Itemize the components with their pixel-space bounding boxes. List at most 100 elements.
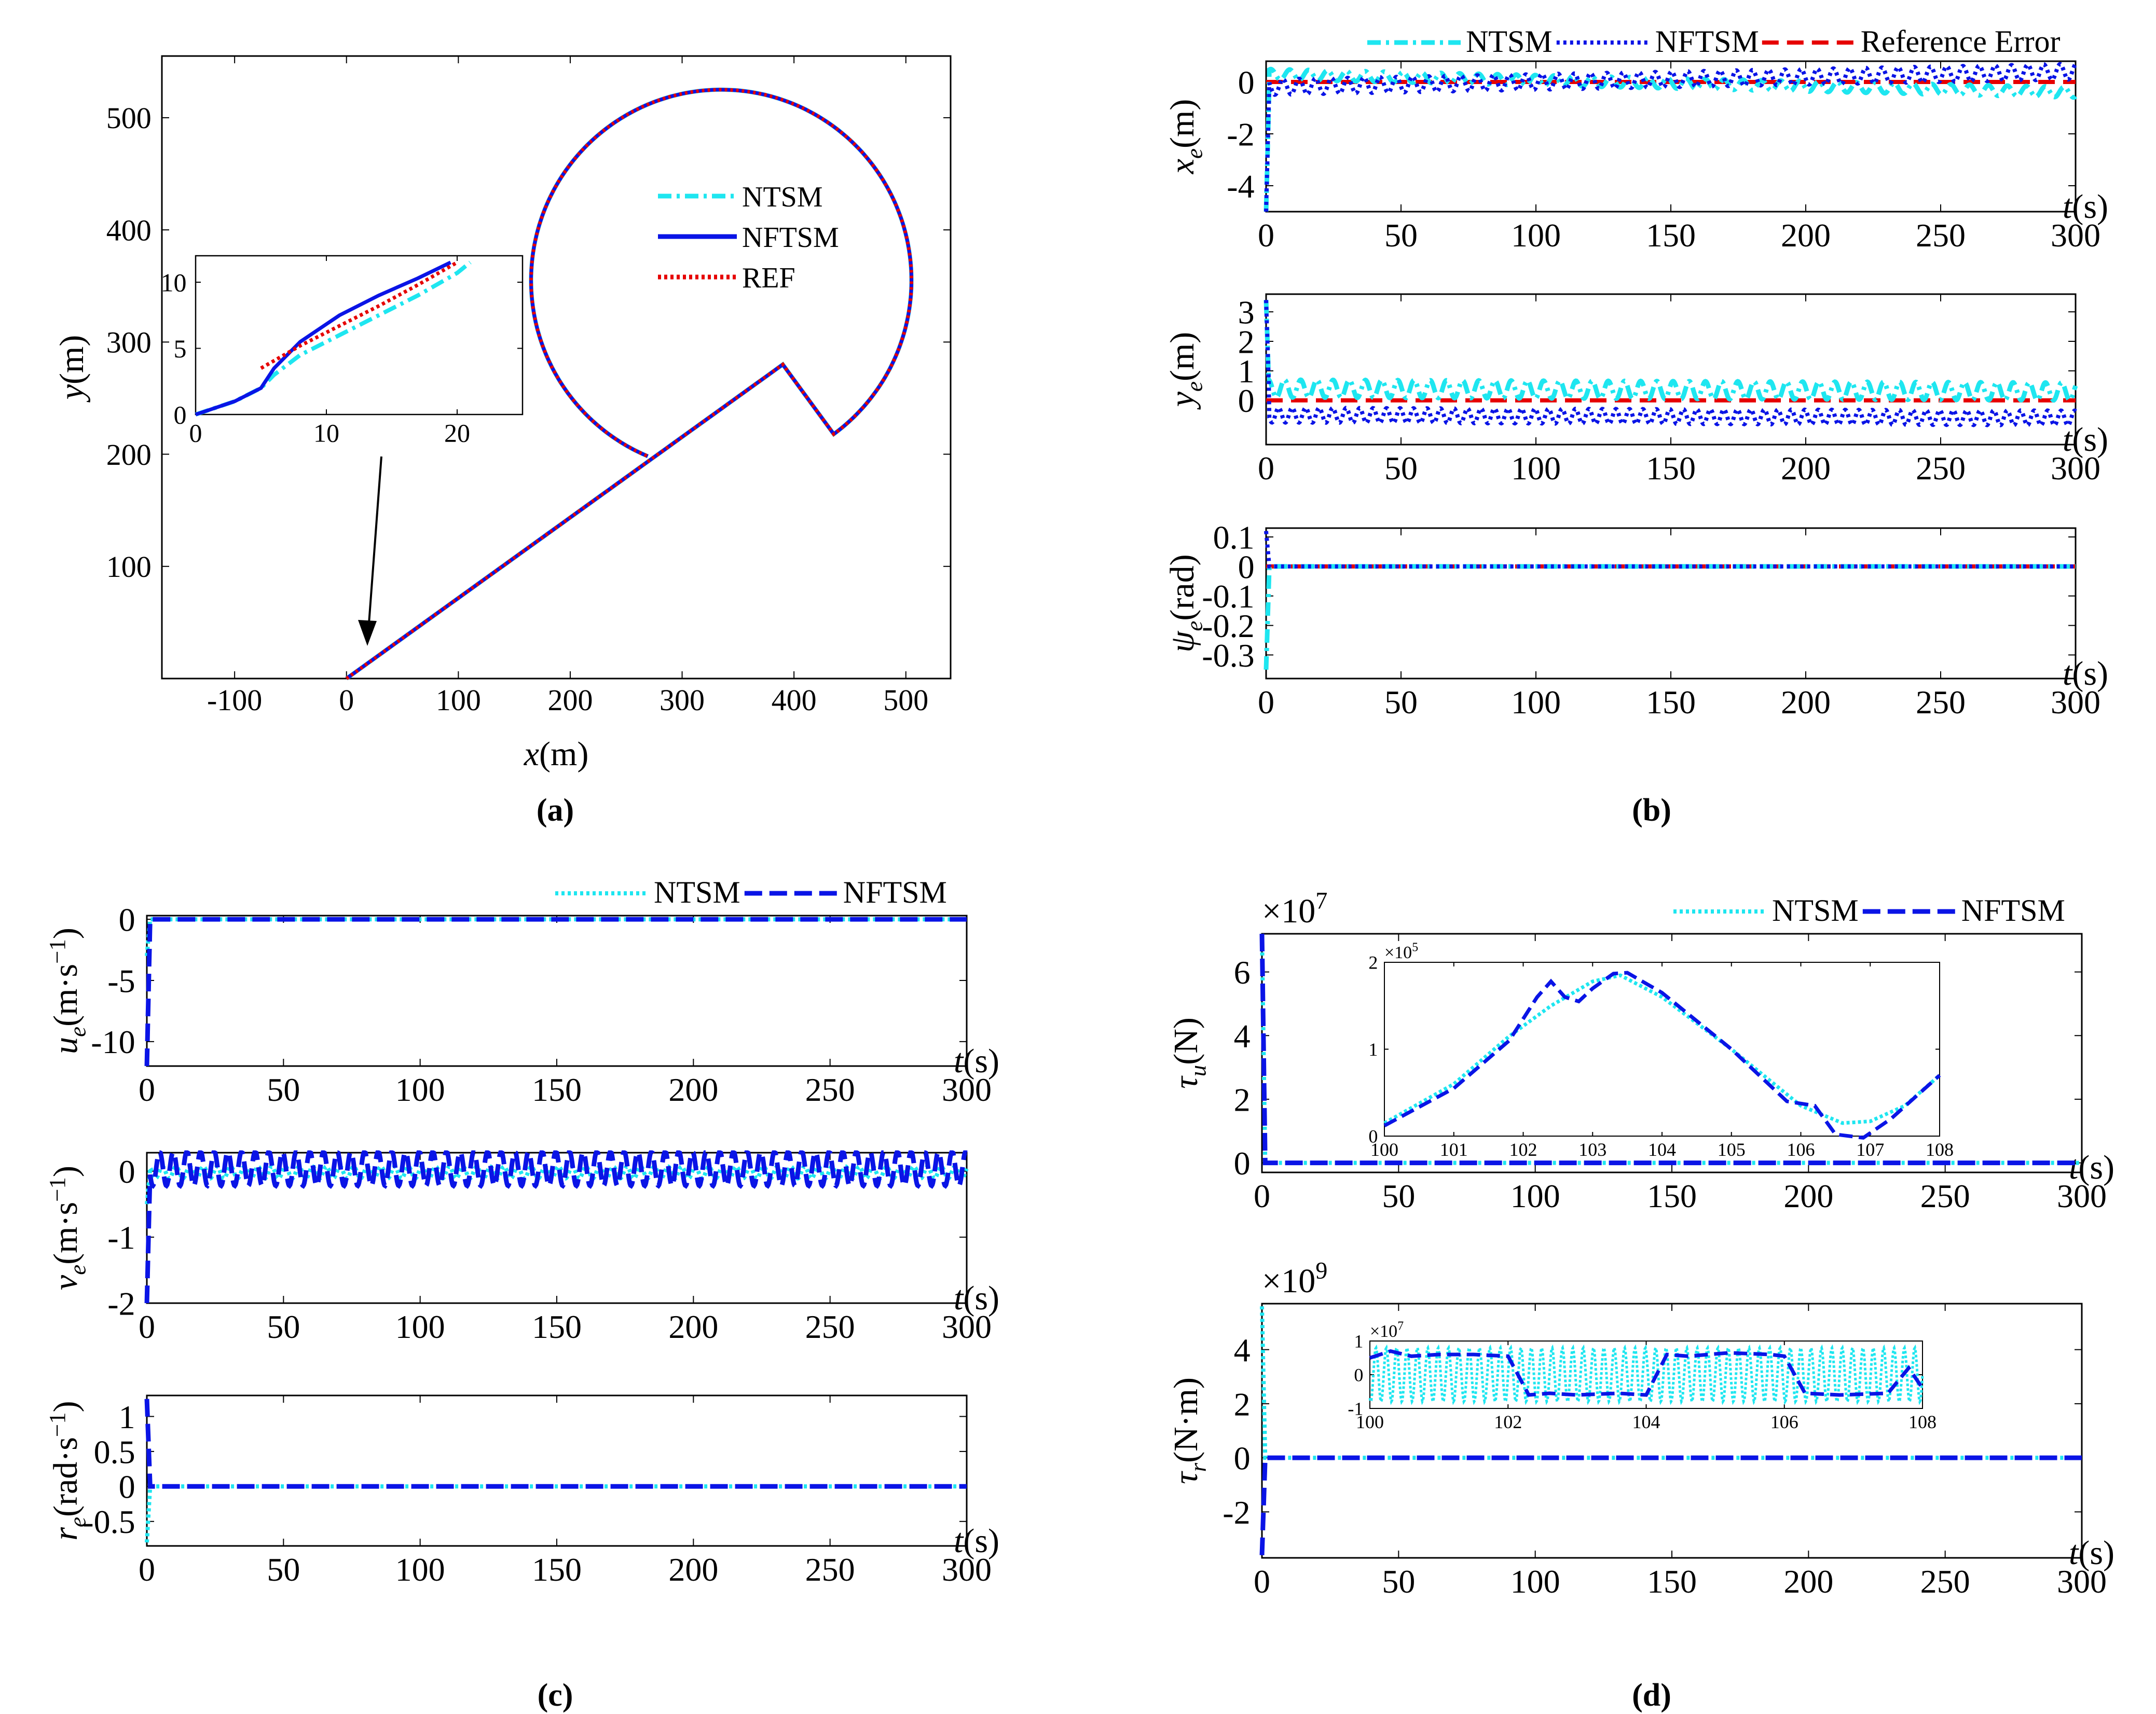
plot-frame	[146, 915, 968, 1067]
x-axis-label: t(s)	[954, 1279, 999, 1317]
y-tick-label: 0	[1238, 64, 1255, 101]
y-tick-label: 4	[1234, 1332, 1251, 1369]
x-tick-label: 250	[805, 1071, 855, 1108]
inset-line-ref	[260, 260, 458, 370]
y-tick-label: 1	[1368, 1039, 1378, 1060]
subplot-panel-c-2: 0 50 100 150 200 250 300-0.500.51re(rad·s−1)t(…	[44, 1394, 999, 1588]
series-ntsm	[145, 1160, 969, 1205]
plot-frame	[146, 1394, 968, 1547]
x-tick-label: 150	[1646, 450, 1696, 487]
x-axis-label: t(s)	[954, 1042, 999, 1080]
annotation-arrow	[367, 456, 382, 631]
y-tick-label: 0	[119, 901, 135, 938]
x-tick-label: 100	[1510, 1178, 1560, 1214]
y-tick-label: 1	[119, 1399, 135, 1435]
legend-label-ntsm: NTSM	[654, 875, 740, 909]
x-tick-label: 0	[189, 419, 202, 448]
y-tick-label: 300	[106, 326, 152, 360]
x-tick-label: 300	[942, 1071, 992, 1108]
x-tick-label: 500	[883, 683, 928, 717]
inset-panel-d-1: 100 102 104 106 108 -1 0 1 ×107	[1348, 1319, 1937, 1432]
y-tick-label: 3	[1238, 294, 1255, 331]
y-tick-label: 100	[106, 550, 152, 584]
x-tick-label: 150	[532, 1308, 582, 1345]
legend-label-nftsm: NFTSM	[1961, 893, 2065, 928]
panel-a-trajectory: -100 0 100 200 300 400 500100200300400500x(m)y…	[53, 55, 952, 773]
legend-panel-b: NTSM NFTSM Reference Error	[1367, 24, 2061, 59]
inset-series-ntsm	[1368, 1344, 1924, 1405]
subplot-panel-b-0: 0 50 100 150 200 250 300 -4 -2 0 xe(m) t(s)	[1163, 60, 2108, 254]
x-tick-label: 50	[1384, 450, 1418, 487]
x-tick-label: 150	[532, 1551, 582, 1588]
y-axis-label: re(rad·s−1)	[44, 1401, 91, 1540]
y-tick-label: 2	[1238, 323, 1255, 360]
plot-frame	[1265, 60, 2077, 213]
inset-a: 0 10 20 0 5 10	[161, 255, 524, 448]
y-axis-label: ve(m·s−1)	[44, 1166, 91, 1290]
caption-a: (a)	[537, 793, 574, 828]
x-tick-label: 107	[1856, 1139, 1884, 1160]
x-tick-label: 100	[1356, 1412, 1384, 1432]
x-tick-label: 250	[1916, 684, 1966, 721]
x-tick-label: 100	[395, 1308, 445, 1345]
x-tick-label: 400	[772, 683, 817, 717]
legend-label-ref: Reference Error	[1861, 24, 2061, 59]
series-ntsm	[1264, 66, 2078, 212]
x-tick-label: 103	[1578, 1139, 1606, 1160]
x-tick-label: 10	[313, 419, 339, 448]
x-tick-label: 0	[139, 1308, 155, 1345]
legend-panel-c: NTSM NFTSM	[555, 875, 947, 909]
x-tick-label: 200	[668, 1071, 718, 1108]
y-tick-label: -0.2	[1202, 607, 1254, 644]
x-axis-label: x(m)	[524, 735, 589, 773]
y-tick-label: -0.5	[83, 1503, 135, 1540]
x-tick-label: 200	[1783, 1178, 1833, 1214]
y-tick-label: 10	[161, 268, 187, 297]
subplot-panel-b-2: 0 50 100 150 200 250 300-0.3-0.2-0.100.1ψe(rad…	[1163, 519, 2108, 721]
x-axis-label: t(s)	[2063, 188, 2108, 226]
legend-a: NTSM NFTSM REF	[658, 181, 839, 294]
x-tick-label: 200	[547, 683, 593, 717]
legend-label-ntsm: NTSM	[1466, 24, 1553, 59]
x-axis-label: t(s)	[2063, 655, 2108, 693]
y-tick-label: 0	[119, 1469, 135, 1505]
y-axis-label: τu(N)	[1167, 1017, 1211, 1089]
y-tick-label: 1	[1354, 1331, 1363, 1352]
series-ntsm	[1264, 300, 2078, 403]
x-tick-label: -100	[207, 683, 262, 717]
x-tick-label: 200	[1781, 217, 1831, 254]
x-tick-label: 150	[1646, 217, 1696, 254]
y-tick-label: 0	[119, 1153, 135, 1190]
plot-frame	[195, 255, 524, 416]
x-tick-label: 100	[395, 1071, 445, 1108]
legend-label-ref: REF	[742, 262, 795, 294]
x-tick-label: 0	[1254, 1563, 1270, 1600]
x-tick-label: 106	[1770, 1412, 1798, 1432]
y-axis-label: ψe(rad)	[1163, 554, 1207, 652]
annotation-arrowhead	[358, 620, 377, 646]
y-tick-label: 4	[1234, 1018, 1251, 1055]
y-tick-label: 0.1	[1213, 519, 1255, 556]
x-axis-label: t(s)	[2069, 1534, 2114, 1572]
series-nftsm	[1264, 300, 2077, 428]
x-tick-label: 108	[1908, 1412, 1937, 1432]
subplot-panel-d-1: 0 50 100 150 200 250 300-2024τr(N·m)t(s)×10910…	[1167, 1257, 2114, 1600]
x-tick-label: 0	[1258, 217, 1274, 254]
x-tick-label: 0	[139, 1071, 155, 1108]
series-nftsm	[1259, 933, 2082, 1166]
series-nftsm	[144, 917, 967, 1067]
y-tick-label: -0.3	[1202, 637, 1254, 674]
x-tick-label: 300	[942, 1551, 992, 1588]
y-tick-label: 0	[1238, 382, 1255, 419]
trajectory-nftsm	[345, 88, 913, 680]
y-tick-label: 2	[1368, 952, 1378, 973]
x-tick-label: 100	[1370, 1139, 1398, 1160]
x-axis-label: t(s)	[2069, 1149, 2114, 1186]
legend-label-ntsm: NTSM	[1772, 893, 1859, 928]
plot-frame	[1265, 527, 2077, 680]
plot-frame	[1265, 293, 2077, 446]
